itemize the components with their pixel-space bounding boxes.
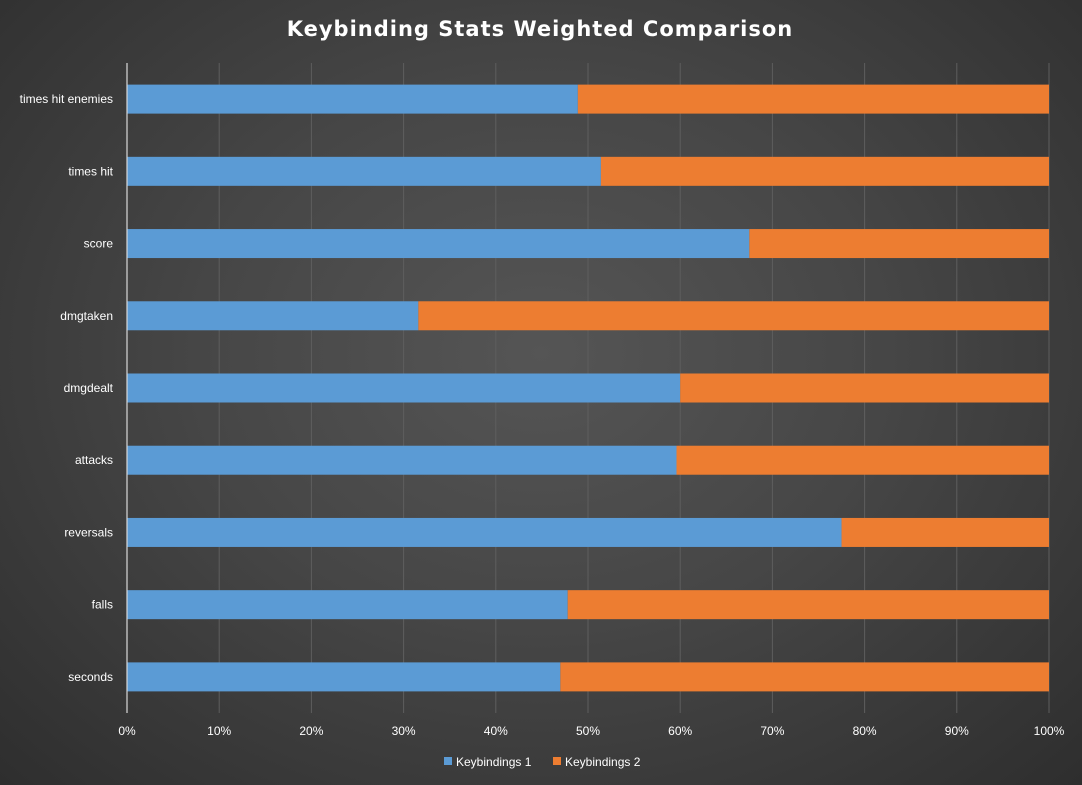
bar-2-dmgtaken [418,301,1049,331]
x-tick-label: 100% [1034,724,1065,738]
bar-1-score [127,229,750,259]
x-tick-label: 30% [392,724,416,738]
bar-1-falls [127,590,568,620]
category-label: seconds [68,670,113,684]
category-label: dmgdealt [64,381,114,395]
bar-2-dmgdealt [680,373,1049,403]
bar-2-attacks [676,445,1049,475]
category-label: falls [92,598,113,612]
bar-1-reversals [127,517,842,547]
chart-title: Keybinding Stats Weighted Comparison [287,17,794,41]
x-tick-label: 20% [299,724,323,738]
bars [127,84,1049,692]
bar-1-attacks [127,445,677,475]
bar-2-times-hit-enemies [577,84,1049,114]
bar-2-score [749,229,1049,259]
x-tick-label: 40% [484,724,508,738]
x-tick-labels: 0% 10% 20% 30% 40% 50% 60% 70% 80% 90% 100% [118,724,1064,738]
bar-1-seconds [127,662,561,692]
x-tick-label: 80% [853,724,877,738]
bar-1-dmgdealt [127,373,681,403]
legend-label: Keybindings 2 [565,755,641,769]
legend-label: Keybindings 1 [456,755,532,769]
bar-1-times-hit [127,156,601,186]
bar-1-dmgtaken [127,301,419,331]
x-tick-label: 10% [207,724,231,738]
category-labels: times hit enemies times hit score dmgtaken d… [20,92,114,684]
bar-2-falls [567,590,1049,620]
category-label: dmgtaken [60,309,113,323]
category-label: times hit enemies [20,92,113,106]
legend: Keybindings 1 Keybindings 2 [444,755,641,769]
x-tick-label: 70% [760,724,784,738]
category-label: attacks [75,453,113,467]
bar-1-times-hit-enemies [127,84,578,114]
x-tick-label: 0% [118,724,136,738]
legend-swatch [553,757,561,765]
bar-2-seconds [560,662,1049,692]
bar-2-reversals [841,517,1049,547]
category-label: reversals [64,525,113,539]
x-tick-label: 60% [668,724,692,738]
legend-swatch [444,757,452,765]
category-label: score [84,237,114,251]
x-tick-label: 90% [945,724,969,738]
bar-2-times-hit [600,156,1049,186]
category-label: times hit [68,164,113,178]
x-tick-label: 50% [576,724,600,738]
